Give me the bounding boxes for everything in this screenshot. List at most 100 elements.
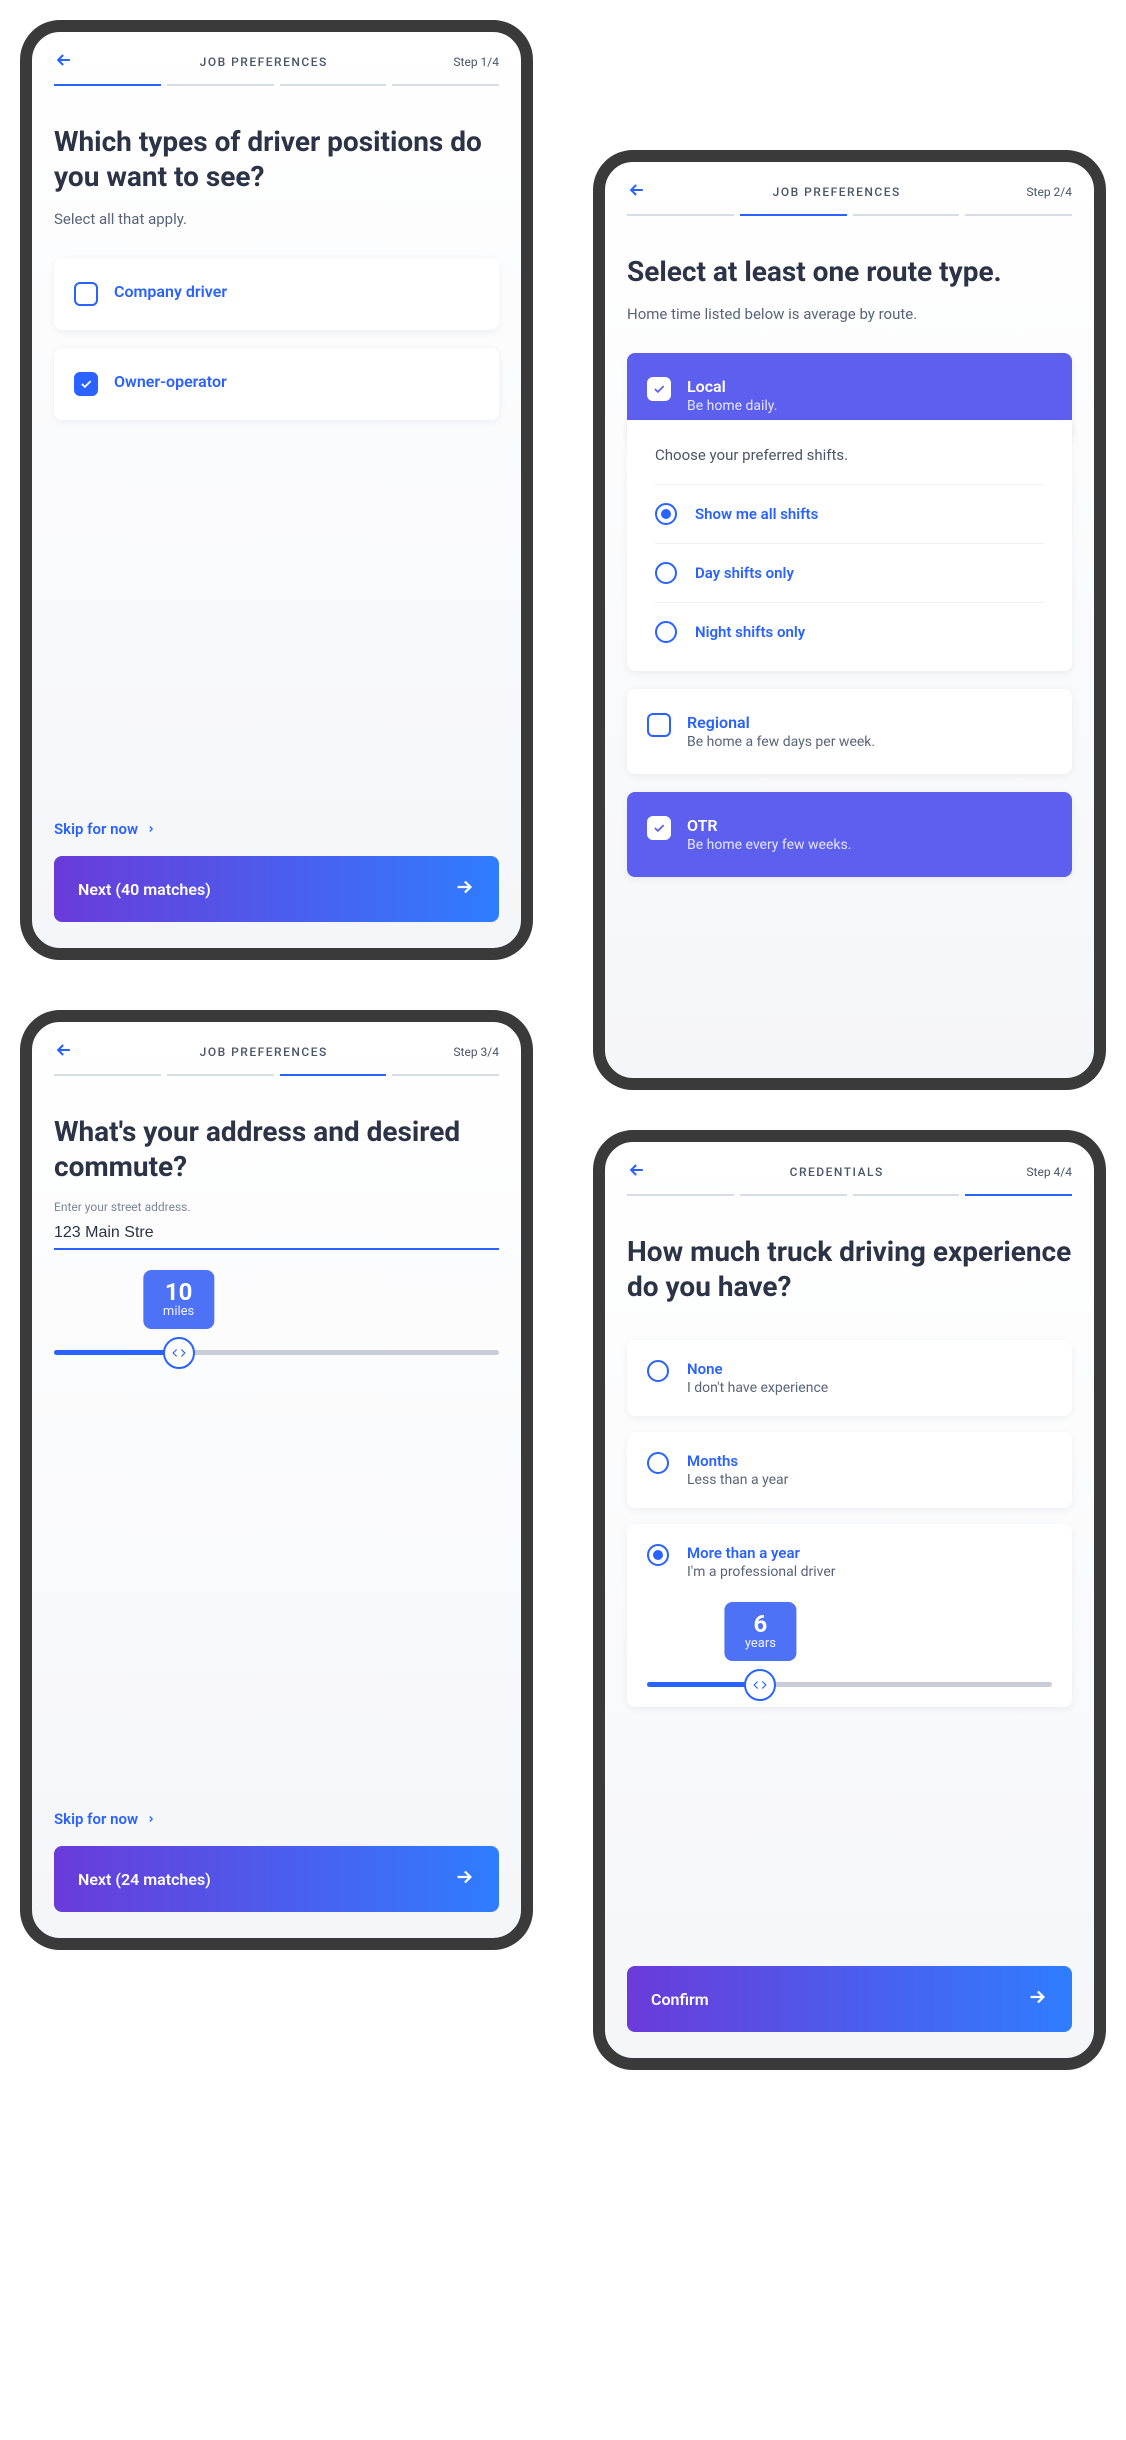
progress-seg — [853, 214, 960, 216]
exp-sub: Less than a year — [687, 1472, 788, 1488]
shift-label: Night shifts only — [695, 623, 805, 641]
screen-3: JOB PREFERENCES Step 3/4 What's your add… — [20, 1010, 533, 1950]
progress-bar — [605, 214, 1094, 224]
shift-day[interactable]: Day shifts only — [655, 543, 1044, 602]
step-label: Step 1/4 — [453, 55, 499, 69]
exp-months[interactable]: Months Less than a year — [627, 1432, 1072, 1508]
page-subheading: Select all that apply. — [54, 210, 499, 228]
back-icon[interactable] — [627, 180, 647, 204]
content: What's your address and desired commute?… — [32, 1084, 521, 1802]
step-label: Step 3/4 — [453, 1045, 499, 1059]
progress-seg — [392, 84, 499, 86]
slider-value: 10 — [163, 1280, 194, 1304]
slider-value-bubble: 10 miles — [143, 1270, 214, 1329]
back-icon[interactable] — [627, 1160, 647, 1184]
cta-label: Confirm — [651, 1990, 709, 2009]
screen-2: JOB PREFERENCES Step 2/4 Select at least… — [593, 150, 1106, 1090]
checkbox-icon — [647, 713, 671, 737]
header: JOB PREFERENCES Step 1/4 — [32, 32, 521, 84]
header-title: CREDENTIALS — [659, 1165, 1014, 1179]
route-label: Local — [687, 377, 1052, 396]
slider-value: 6 — [745, 1612, 776, 1636]
page-heading: What's your address and desired commute? — [54, 1114, 499, 1184]
shift-all[interactable]: Show me all shifts — [655, 484, 1044, 543]
chevron-right-icon — [146, 824, 156, 834]
content: How much truck driving experience do you… — [605, 1204, 1094, 1966]
content: Select at least one route type. Home tim… — [605, 224, 1094, 1078]
radio-icon — [647, 1452, 669, 1474]
exp-sub: I'm a professional driver — [687, 1564, 836, 1580]
exp-none[interactable]: None I don't have experience — [627, 1340, 1072, 1416]
skip-label: Skip for now — [54, 1810, 138, 1828]
page-heading: Which types of driver positions do you w… — [54, 124, 499, 194]
slider-track[interactable] — [647, 1682, 1052, 1687]
progress-seg — [54, 84, 161, 86]
shift-title: Choose your preferred shifts. — [655, 446, 1044, 464]
address-input[interactable] — [54, 1218, 499, 1250]
back-icon[interactable] — [54, 50, 74, 74]
radio-selected-icon — [655, 503, 677, 525]
arrow-right-icon — [453, 1866, 475, 1892]
header: JOB PREFERENCES Step 2/4 — [605, 162, 1094, 214]
slider-thumb[interactable] — [163, 1337, 195, 1369]
progress-seg — [392, 1074, 499, 1076]
step-label: Step 2/4 — [1026, 185, 1072, 199]
progress-seg — [965, 214, 1072, 216]
back-icon[interactable] — [54, 1040, 74, 1064]
progress-seg — [167, 1074, 274, 1076]
radio-icon — [655, 621, 677, 643]
chevron-right-icon — [146, 1814, 156, 1824]
progress-seg — [740, 1194, 847, 1196]
commute-slider: 10 miles — [54, 1290, 499, 1355]
exp-title: None — [687, 1360, 828, 1378]
arrow-right-icon — [1026, 1986, 1048, 2012]
route-sub: Be home every few weeks. — [687, 837, 1052, 853]
progress-bar — [32, 1074, 521, 1084]
progress-seg — [627, 1194, 734, 1196]
route-label: Regional — [687, 713, 1052, 732]
cta-label: Next (24 matches) — [78, 1870, 211, 1889]
route-regional[interactable]: Regional Be home a few days per week. — [627, 689, 1072, 774]
checkbox-icon — [74, 282, 98, 306]
skip-link[interactable]: Skip for now — [32, 812, 521, 856]
progress-seg — [853, 1194, 960, 1196]
route-sub: Be home a few days per week. — [687, 734, 1052, 750]
exp-title: More than a year — [687, 1544, 836, 1562]
confirm-button[interactable]: Confirm — [627, 1966, 1072, 2032]
progress-bar — [32, 84, 521, 94]
option-owner-operator[interactable]: Owner-operator — [54, 348, 499, 420]
progress-seg — [167, 84, 274, 86]
skip-link[interactable]: Skip for now — [32, 1802, 521, 1846]
exp-years[interactable]: More than a year I'm a professional driv… — [627, 1524, 1072, 1707]
slider-track[interactable] — [54, 1350, 499, 1355]
route-sub: Be home daily. — [687, 398, 1052, 414]
checkbox-checked-icon — [647, 377, 671, 401]
radio-selected-icon — [647, 1544, 669, 1566]
header-title: JOB PREFERENCES — [86, 1045, 441, 1059]
option-label: Owner-operator — [114, 372, 227, 391]
slider-unit: years — [745, 1636, 776, 1651]
route-otr[interactable]: OTR Be home every few weeks. — [627, 792, 1072, 877]
radio-icon — [655, 562, 677, 584]
years-slider: 6 years — [647, 1622, 1052, 1687]
option-label: Company driver — [114, 282, 227, 301]
page-heading: How much truck driving experience do you… — [627, 1234, 1072, 1304]
exp-title: Months — [687, 1452, 788, 1470]
next-button[interactable]: Next (40 matches) — [54, 856, 499, 922]
progress-seg — [740, 214, 847, 216]
shift-night[interactable]: Night shifts only — [655, 602, 1044, 661]
option-company-driver[interactable]: Company driver — [54, 258, 499, 330]
exp-sub: I don't have experience — [687, 1380, 828, 1396]
next-button[interactable]: Next (24 matches) — [54, 1846, 499, 1912]
skip-label: Skip for now — [54, 820, 138, 838]
shift-label: Show me all shifts — [695, 505, 818, 523]
slider-fill — [54, 1350, 179, 1355]
page-subheading: Home time listed below is average by rou… — [627, 305, 1072, 323]
page-heading: Select at least one route type. — [627, 254, 1072, 289]
field-label: Enter your street address. — [54, 1200, 499, 1214]
progress-seg — [280, 84, 387, 86]
checkbox-checked-icon — [74, 372, 98, 396]
slider-thumb[interactable] — [744, 1669, 776, 1701]
header-title: JOB PREFERENCES — [659, 185, 1014, 199]
arrow-right-icon — [453, 876, 475, 902]
